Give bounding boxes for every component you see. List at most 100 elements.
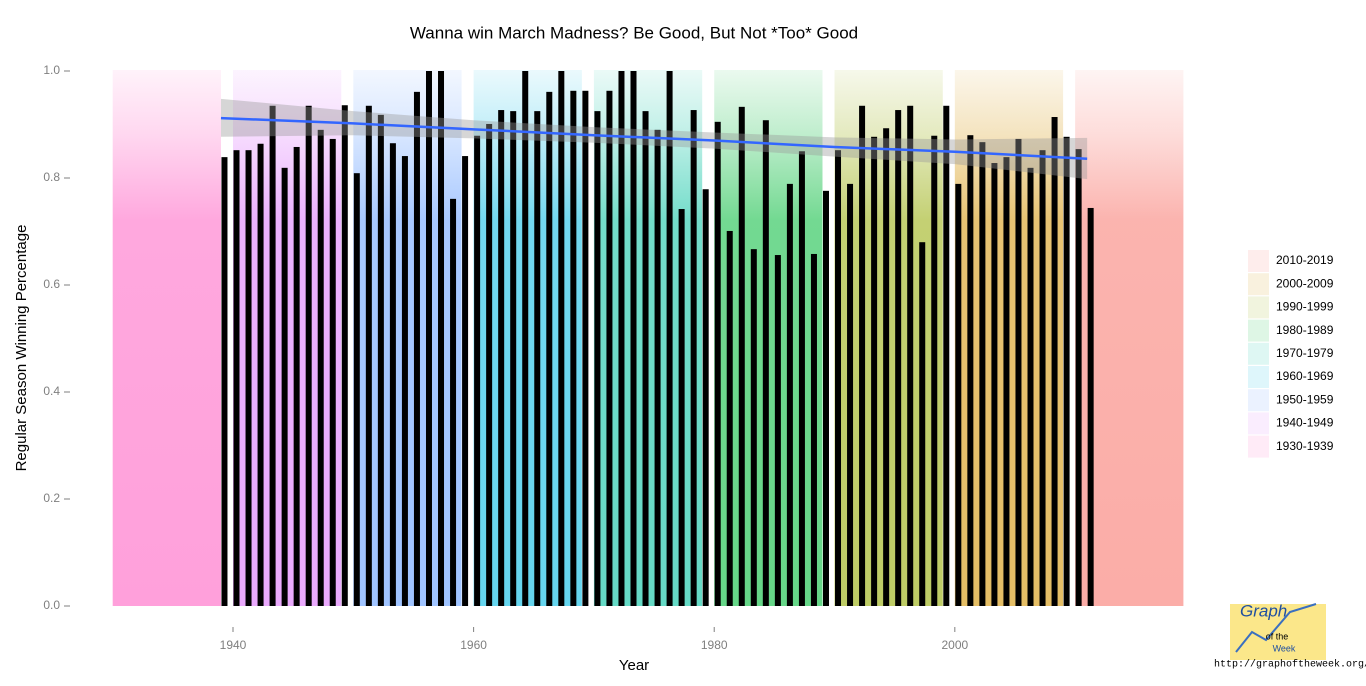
bar bbox=[883, 128, 890, 606]
bar bbox=[462, 156, 469, 606]
bar bbox=[329, 138, 336, 606]
bar bbox=[365, 105, 372, 607]
bar bbox=[798, 151, 805, 606]
bar bbox=[859, 105, 866, 607]
bar bbox=[774, 255, 781, 607]
bar bbox=[666, 71, 673, 606]
x-tick-label: 1940 bbox=[220, 638, 247, 652]
bar bbox=[474, 135, 481, 607]
bar bbox=[510, 111, 517, 606]
y-tick-label: 0.4 bbox=[43, 384, 60, 398]
bar bbox=[1051, 117, 1058, 606]
logo-title: Graph bbox=[1240, 601, 1287, 620]
bar bbox=[618, 71, 625, 606]
bar bbox=[786, 183, 793, 606]
bar bbox=[919, 242, 926, 606]
bar bbox=[847, 183, 854, 606]
legend-key bbox=[1248, 389, 1269, 412]
legend-label: 1930-1939 bbox=[1276, 439, 1334, 453]
bar bbox=[498, 110, 505, 607]
bar bbox=[305, 105, 312, 607]
x-tick-label: 2000 bbox=[941, 638, 968, 652]
legend-label: 1970-1979 bbox=[1276, 346, 1334, 360]
legend-key bbox=[1248, 342, 1269, 365]
bar bbox=[654, 129, 661, 606]
bar bbox=[546, 91, 553, 607]
bars bbox=[221, 71, 1094, 607]
bar bbox=[991, 163, 998, 606]
y-tick-label: 0.6 bbox=[43, 277, 60, 291]
bar bbox=[401, 156, 408, 606]
trend bbox=[220, 98, 1088, 180]
bar bbox=[907, 105, 914, 607]
bar bbox=[714, 121, 721, 606]
bar bbox=[570, 90, 577, 607]
bar bbox=[353, 173, 360, 606]
bar bbox=[979, 142, 986, 606]
bar bbox=[1003, 157, 1010, 606]
bar bbox=[413, 91, 420, 607]
bar bbox=[1087, 207, 1094, 606]
bar bbox=[606, 90, 613, 607]
legend-label: 1940-1949 bbox=[1276, 416, 1334, 430]
axes: 0.0 0.2 0.4 0.6 0.8 1.0 1940 1960 1980 2000 bbox=[43, 63, 968, 652]
bar bbox=[1015, 138, 1022, 606]
bar bbox=[955, 183, 962, 606]
bar bbox=[389, 143, 396, 606]
bar bbox=[450, 198, 457, 607]
bar bbox=[967, 135, 974, 606]
bar bbox=[269, 105, 276, 607]
bar bbox=[425, 71, 432, 606]
legend-key bbox=[1248, 296, 1269, 319]
bar bbox=[341, 105, 348, 607]
bar bbox=[1027, 167, 1034, 606]
bar bbox=[233, 150, 240, 606]
legend-key bbox=[1248, 273, 1269, 296]
logo-bg bbox=[1230, 604, 1326, 660]
bar bbox=[558, 71, 565, 606]
y-axis-title: Regular Season Winning Percentage bbox=[13, 225, 30, 472]
x-tick-label: 1960 bbox=[460, 638, 487, 652]
legend-label: 2010-2019 bbox=[1276, 253, 1334, 267]
bar bbox=[750, 249, 757, 606]
legend-key bbox=[1248, 435, 1269, 458]
x-tick-label: 1980 bbox=[701, 638, 728, 652]
bar bbox=[1039, 150, 1046, 606]
bar bbox=[690, 110, 697, 607]
bar bbox=[895, 110, 902, 607]
decade-band bbox=[112, 70, 221, 606]
x-axis-title: Year bbox=[619, 657, 649, 674]
y-tick-label: 1.0 bbox=[43, 63, 60, 77]
bar bbox=[281, 167, 288, 606]
legend: 1930-1939 1940-1949 1950-1959 1960-1969 1970… bbox=[1248, 250, 1334, 458]
bar bbox=[1075, 149, 1082, 607]
bar bbox=[522, 71, 529, 606]
bar bbox=[377, 114, 384, 607]
chart-title: Wanna win March Madness? Be Good, But No… bbox=[410, 23, 858, 42]
bar bbox=[931, 135, 938, 607]
bar bbox=[835, 150, 842, 606]
legend-key bbox=[1248, 319, 1269, 342]
bar bbox=[221, 157, 228, 606]
logo: Graph of the Week http://graphoftheweek.… bbox=[1214, 601, 1366, 670]
y-tick-label: 0.2 bbox=[43, 491, 60, 505]
bar bbox=[245, 150, 252, 606]
legend-label: 1980-1989 bbox=[1276, 323, 1334, 337]
bar bbox=[702, 189, 709, 607]
legend-label: 2000-2009 bbox=[1276, 276, 1334, 290]
bar bbox=[1063, 136, 1070, 606]
bar bbox=[738, 106, 745, 606]
y-tick-label: 0.8 bbox=[43, 170, 60, 184]
logo-sub: Week bbox=[1273, 643, 1296, 653]
bar bbox=[762, 120, 769, 606]
bar bbox=[534, 111, 541, 606]
legend-label: 1990-1999 bbox=[1276, 300, 1334, 314]
legend-label: 1960-1969 bbox=[1276, 369, 1334, 383]
bar bbox=[678, 209, 685, 606]
bar bbox=[486, 123, 493, 606]
bar bbox=[594, 111, 601, 606]
bar bbox=[642, 111, 649, 606]
bar bbox=[810, 253, 817, 606]
y-tick-label: 0.0 bbox=[43, 598, 60, 612]
